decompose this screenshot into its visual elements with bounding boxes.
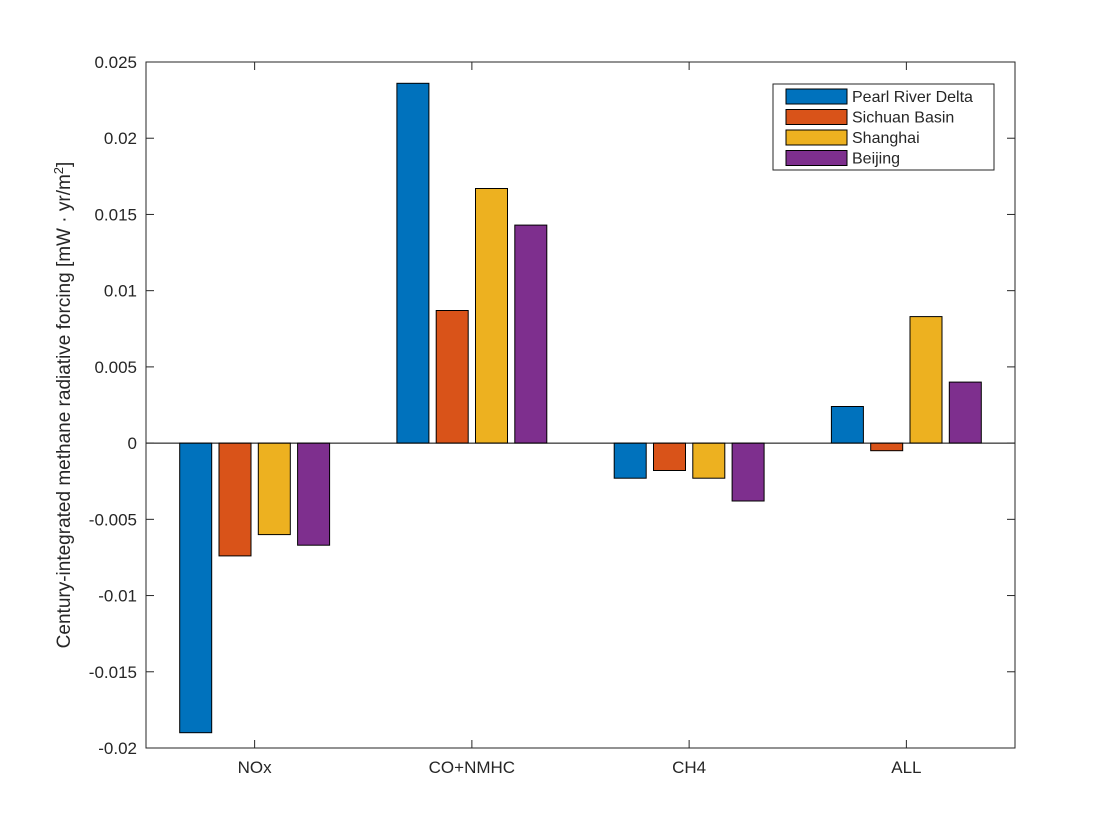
legend-label: Pearl River Delta — [852, 89, 973, 106]
bar-co-nmhc-pearl-river-delta — [396, 82, 430, 444]
y-ticks-group: -0.02 -0.015 -0.01 -0.005 0 0.005 0.01 0.015 0.0… — [89, 53, 1015, 758]
legend-label: Sichuan Basin — [852, 110, 954, 127]
plot-area — [146, 62, 1015, 748]
legend-label: Beijing — [852, 151, 900, 168]
bar-nox-pearl-river-delta — [179, 442, 213, 734]
y-tick-label: 0.025 — [94, 53, 137, 72]
y-axis-label-main: Century-integrated methane radiative for… — [54, 174, 75, 648]
y-axis-label-superscript: 2 — [51, 167, 66, 174]
y-tick-label: -0.01 — [98, 587, 137, 606]
axes-group — [145, 61, 1016, 749]
x-tick-label: CO+NMHC — [429, 758, 515, 777]
x-tick-label: NOx — [238, 758, 273, 777]
legend-swatch — [785, 88, 848, 105]
bar-nox-beijing — [297, 442, 331, 546]
y-tick-label: 0.005 — [94, 358, 137, 377]
legend: Pearl River Delta Sichuan Basin Shanghai Be… — [772, 83, 995, 171]
bar-nox-shanghai — [257, 442, 291, 536]
bar-co-nmhc-shanghai — [475, 188, 508, 444]
y-tick-label: 0.01 — [104, 282, 137, 301]
x-tick-label: CH4 — [672, 758, 706, 777]
y-axis-label-suffix: ] — [54, 162, 75, 167]
bars-group — [179, 82, 982, 734]
x-ticks-group: NOx CO+NMHC CH4 ALL — [238, 62, 922, 777]
bar-all-shanghai — [909, 316, 943, 444]
y-tick-label: -0.015 — [89, 663, 137, 682]
legend-label: Shanghai — [852, 130, 920, 147]
legend-swatch — [785, 150, 848, 166]
bar-ch4-beijing — [731, 442, 765, 502]
bar-co-nmhc-beijing — [514, 224, 548, 444]
bar-all-beijing — [948, 381, 982, 444]
y-tick-label: -0.005 — [89, 510, 137, 529]
legend-swatch — [785, 129, 848, 146]
bar-co-nmhc-sichuan-basin — [435, 310, 469, 444]
bar-all-pearl-river-delta — [830, 406, 864, 444]
y-tick-label: 0.02 — [104, 129, 137, 148]
bar-nox-sichuan-basin — [218, 442, 252, 557]
y-tick-label: 0 — [128, 434, 137, 453]
legend-swatch — [785, 109, 848, 125]
bar-ch4-shanghai — [692, 442, 726, 479]
bar-ch4-sichuan-basin — [653, 442, 686, 472]
axes-box — [145, 61, 1016, 749]
y-tick-label: -0.02 — [98, 739, 137, 758]
y-tick-label: 0.015 — [94, 205, 137, 224]
x-tick-label: ALL — [891, 758, 921, 777]
bar-ch4-pearl-river-delta — [613, 442, 647, 479]
y-axis-label: Century-integrated methane radiative for… — [51, 162, 76, 649]
bar-all-sichuan-basin — [870, 442, 904, 452]
